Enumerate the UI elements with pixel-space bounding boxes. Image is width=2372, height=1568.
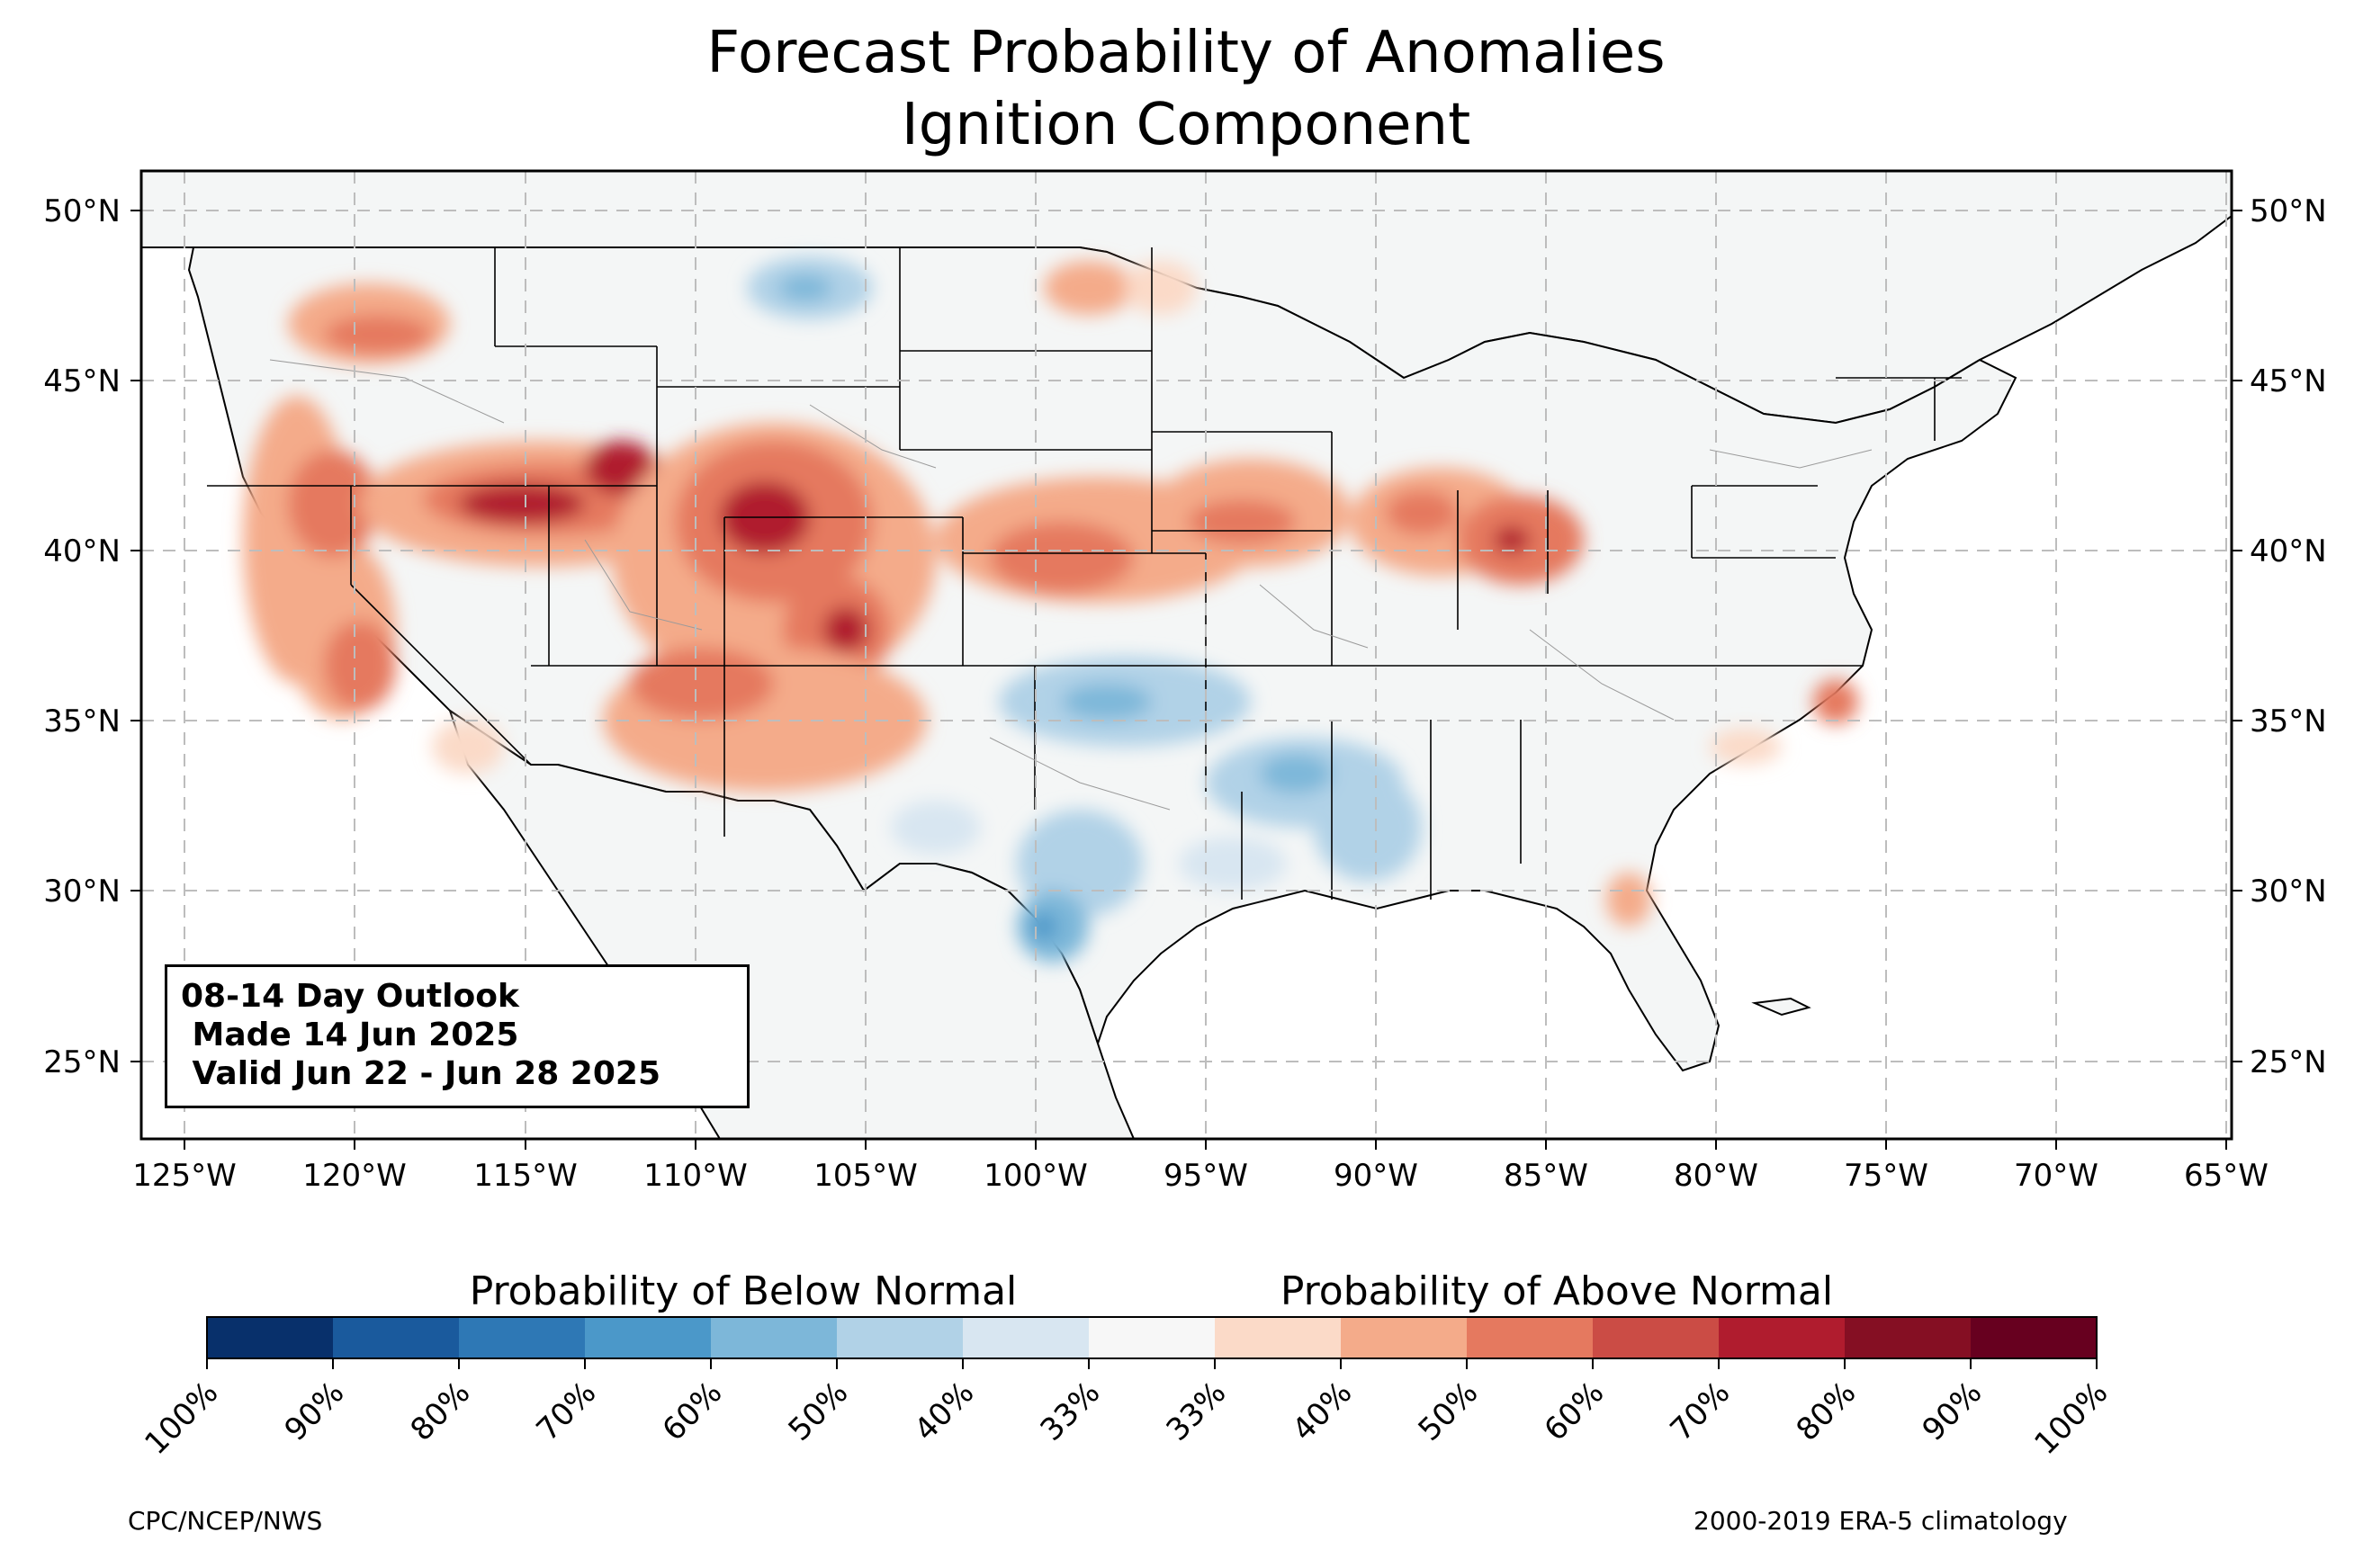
land-cuba	[1751, 997, 1811, 1017]
lat-tick-label: 40°N	[2250, 533, 2327, 569]
lat-tick-label: 45°N	[43, 363, 121, 399]
colorbar-cell	[1467, 1317, 1594, 1358]
colorbar-tick-label: 80%	[1790, 1375, 1864, 1448]
colorbar-cell	[711, 1317, 838, 1358]
colorbar-tick-label: 40%	[1286, 1375, 1360, 1448]
colorbar-cell	[585, 1317, 712, 1358]
lat-tick-label: 30°N	[43, 874, 121, 909]
colorbar-tick-label: 33%	[1034, 1375, 1108, 1448]
valid-dates: Valid Jun 22 - Jun 28 2025	[181, 1055, 661, 1092]
map-frame	[139, 169, 2233, 1141]
tick-marks	[130, 210, 2242, 1150]
colorbar-tick-label: 60%	[1538, 1375, 1612, 1448]
colorbar-tick-label: 70%	[530, 1375, 604, 1448]
map-title: Forecast Probability of Anomalies	[706, 20, 1666, 86]
lon-tick-label: 65°W	[2184, 1158, 2269, 1194]
colorbar-cell	[333, 1317, 460, 1358]
colorbar-cell	[837, 1317, 964, 1358]
lat-tick-label: 30°N	[2250, 874, 2327, 909]
lat-tick-label: 45°N	[2250, 363, 2327, 399]
lon-tick-label: 100°W	[984, 1158, 1088, 1194]
colorbar-cell	[963, 1317, 1090, 1358]
colorbar	[207, 1317, 2098, 1358]
colorbar-tick-label: 50%	[782, 1375, 856, 1448]
lat-tick-label: 35°N	[2250, 703, 2327, 739]
lon-tick-label: 85°W	[1504, 1158, 1588, 1194]
colorbar-tick-label: 80%	[404, 1375, 478, 1448]
colorbar-cell	[207, 1317, 334, 1358]
lon-tick-label: 110°W	[643, 1158, 748, 1194]
lon-tick-label: 105°W	[813, 1158, 918, 1194]
lat-tick-label: 40°N	[43, 533, 121, 569]
colorbar-tick-label: 90%	[278, 1375, 352, 1448]
lat-tick-label: 50°N	[43, 193, 121, 229]
colorbar-cell	[1845, 1317, 1972, 1358]
lat-tick-label: 50°N	[2250, 193, 2327, 229]
lon-tick-label: 90°W	[1334, 1158, 1418, 1194]
map-subtitle: Ignition Component	[901, 92, 1471, 158]
credit-climatology: 2000-2019 ERA-5 climatology	[1694, 1506, 2068, 1536]
minor-boundaries	[269, 359, 1873, 811]
gridlines	[141, 171, 2232, 1139]
lon-tick-label: 120°W	[302, 1158, 407, 1194]
lat-tick-label: 25°N	[2250, 1044, 2327, 1080]
colorbar-cell	[1215, 1317, 1342, 1358]
colorbar-tick-label: 60%	[656, 1375, 730, 1448]
colorbar-tick-label: 100%	[138, 1375, 225, 1462]
outlook-period: 08-14 Day Outlook	[181, 978, 519, 1015]
lon-tick-label: 70°W	[2014, 1158, 2098, 1194]
colorbar-tick-label: 40%	[908, 1375, 982, 1448]
colorbar-cell	[1719, 1317, 1846, 1358]
colorbar-cell	[459, 1317, 586, 1358]
lat-tick-label: 25°N	[43, 1044, 121, 1080]
colorbar-below-title: Probability of Below Normal	[470, 1268, 1018, 1314]
colorbar-tick-label: 50%	[1412, 1375, 1486, 1448]
made-date: Made 14 Jun 2025	[181, 1017, 519, 1053]
lon-tick-label: 115°W	[473, 1158, 578, 1194]
colorbar-tick-label: 33%	[1160, 1375, 1234, 1448]
colorbar-cell	[1341, 1317, 1468, 1358]
credit-source: CPC/NCEP/NWS	[128, 1506, 323, 1536]
colorbar-above-title: Probability of Above Normal	[1280, 1268, 1833, 1314]
lon-tick-label: 95°W	[1164, 1158, 1248, 1194]
lon-tick-label: 75°W	[1844, 1158, 1928, 1194]
lat-tick-label: 35°N	[43, 703, 121, 739]
colorbar-tick-label: 100%	[2027, 1375, 2115, 1462]
colorbar-tick-label: 90%	[1916, 1375, 1990, 1448]
outlook-info-box: 08-14 Day Outlook Made 14 Jun 2025 Valid…	[165, 964, 750, 1108]
colorbar-cell	[1971, 1317, 2098, 1358]
state-boundaries	[193, 246, 1962, 900]
colorbar-frame	[206, 1316, 2098, 1359]
colorbar-ticks: 100% 90% 80% 70% 60% 50% 40% 33% 33% 40% 50% 60% 70%…	[138, 1358, 2115, 1462]
colorbar-cell	[1089, 1317, 1216, 1358]
colorbar-tick-label: 70%	[1664, 1375, 1738, 1448]
lon-tick-label: 125°W	[132, 1158, 237, 1194]
colorbar-cell	[1593, 1317, 1720, 1358]
lon-tick-label: 80°W	[1674, 1158, 1758, 1194]
